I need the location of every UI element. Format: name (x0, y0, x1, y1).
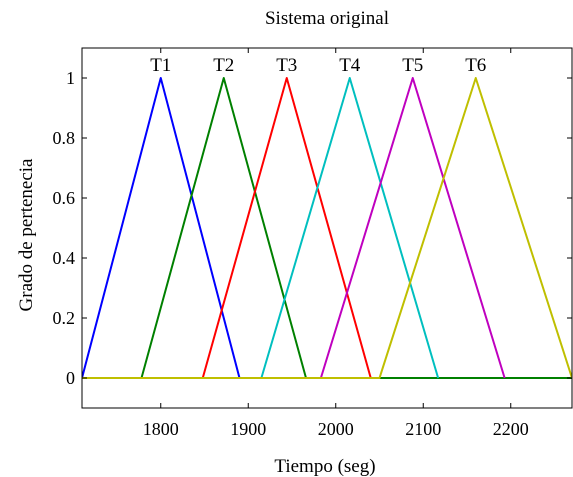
x-tick-label: 2000 (318, 419, 354, 439)
x-tick-label: 2200 (493, 419, 529, 439)
series-line-t1 (82, 77, 572, 379)
x-tick-label: 2100 (405, 419, 441, 439)
annotation-t3: T3 (276, 55, 297, 76)
y-tick-label: 0 (66, 368, 75, 388)
annotation-t6: T6 (465, 55, 486, 76)
series-line-t4 (260, 77, 440, 379)
annotation-t1: T1 (150, 55, 171, 76)
y-tick-label: 0.2 (53, 308, 76, 328)
y-tick-label: 1 (66, 68, 75, 88)
x-axis-label: Tiempo (seg) (274, 456, 375, 477)
y-tick-label: 0.4 (53, 248, 76, 268)
y-axis-label: Grado de pertenecia (16, 158, 37, 312)
y-tick-label: 0.6 (53, 188, 76, 208)
x-tick-label: 1900 (230, 419, 266, 439)
annotation-t4: T4 (339, 55, 361, 76)
y-axis: 0 0.2 0.4 0.6 0.8 1 (53, 68, 572, 388)
plot-frame (81, 47, 573, 409)
series-line-t2 (82, 77, 572, 379)
series-annotations: T1 T2 T3 T4 T5 T6 (150, 55, 486, 76)
y-tick-label: 0.8 (53, 128, 76, 148)
annotation-t5: T5 (402, 55, 423, 76)
chart-title: Sistema original (265, 8, 389, 29)
x-tick-label: 1800 (143, 419, 179, 439)
series-line-t6 (82, 77, 572, 379)
series-line-t5 (319, 77, 506, 379)
series-line-t3 (201, 77, 372, 379)
x-axis: 1800 1900 2000 2100 2200 (143, 48, 529, 439)
annotation-t2: T2 (213, 55, 234, 76)
